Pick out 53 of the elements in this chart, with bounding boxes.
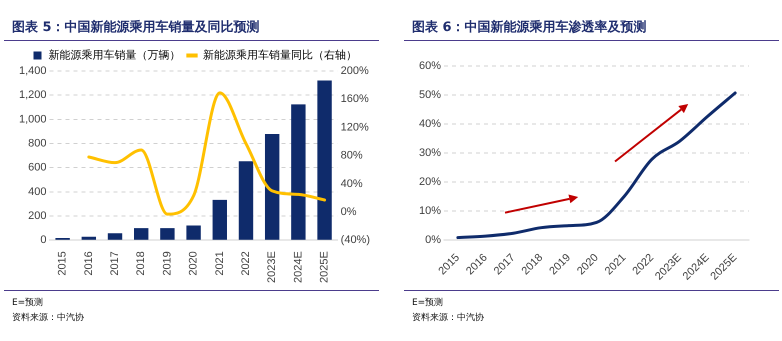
line-series: [87, 91, 326, 216]
y-tick-label: 0%: [425, 234, 442, 246]
y-tick-label: 30%: [418, 147, 442, 160]
y2-tick-label: (40%): [340, 234, 370, 246]
x-tick-label: 2016: [82, 251, 95, 276]
bar: [212, 200, 227, 240]
y2-tick-label: 80%: [340, 150, 363, 162]
text: 资料来源：中汽协: [412, 312, 484, 325]
y-tick-label: 40%: [418, 118, 442, 130]
x-tick-label: 2019: [161, 251, 174, 276]
legend-label: 新能源乘用车销量同比（右轴）: [203, 48, 357, 62]
bar: [317, 80, 332, 240]
bar: [264, 134, 280, 240]
y2-tick-label: 160%: [340, 93, 370, 106]
y2-tick-label: 120%: [340, 121, 370, 134]
bar: [160, 228, 175, 240]
x-tick-label: 2022: [240, 251, 252, 276]
text: E=预测: [412, 296, 444, 310]
x-tick-label: 2021: [214, 251, 226, 276]
y2-tick-label: 0%: [340, 206, 357, 218]
text: E=预测: [12, 296, 44, 310]
y-tick-label: 1,200: [18, 89, 47, 102]
text: 资料来源：中汽协: [12, 312, 84, 325]
x-tick-label: 2020: [188, 251, 200, 276]
y-tick-label: 400: [28, 186, 47, 198]
y-tick-label: 20%: [418, 176, 442, 188]
y-tick-label: 0: [40, 234, 47, 246]
y-tick-label: 50%: [418, 89, 442, 102]
bar: [238, 161, 254, 240]
x-tick-label: 2017: [109, 251, 122, 276]
y-tick-label: 600: [28, 162, 47, 174]
y-tick-label: 1,000: [18, 113, 47, 126]
chart-title: 图表 5：中国新能源乘用车销量及同比预测: [12, 18, 260, 36]
y2-tick-label: 40%: [340, 178, 363, 190]
x-tick-label: 2024E: [292, 251, 304, 284]
bar: [291, 104, 306, 240]
y-tick-label: 10%: [418, 205, 442, 218]
line-series: [456, 91, 737, 240]
y-tick-label: 200: [28, 210, 47, 222]
bar: [186, 225, 201, 240]
y-tick-label: 800: [28, 138, 47, 150]
y-tick-label: 1,400: [18, 65, 47, 78]
x-tick-label: 2025E: [318, 251, 331, 284]
legend-label: 新能源乘用车销量（万辆）: [48, 48, 180, 62]
bar: [82, 236, 96, 240]
x-tick-label: 2018: [135, 251, 148, 276]
bar: [134, 228, 148, 240]
x-tick-label: 2023E: [266, 251, 278, 284]
y-tick-label: 60%: [418, 60, 442, 72]
y2-tick-label: 200%: [340, 65, 370, 78]
chart-title: 图表 6：中国新能源乘用车渗透率及预测: [412, 18, 647, 36]
bar: [108, 233, 122, 240]
x-tick-label: 2015: [56, 251, 69, 276]
